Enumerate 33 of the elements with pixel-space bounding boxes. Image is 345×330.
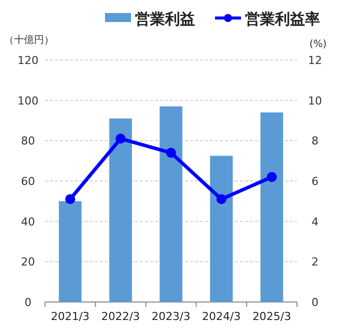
bar bbox=[109, 118, 132, 302]
y-tick-label: 20 bbox=[21, 256, 35, 269]
legend-label: 営業利益 bbox=[135, 10, 195, 28]
bar bbox=[58, 201, 82, 302]
y-axis-title: （十億円） bbox=[4, 34, 54, 46]
y2-tick-label: 0 bbox=[312, 296, 318, 309]
x-tick-label: 2022/3 bbox=[101, 310, 140, 323]
y-tick-label: 100 bbox=[18, 94, 38, 108]
y2-axis-title: (%) bbox=[309, 39, 327, 50]
y2-tick-label: 12 bbox=[308, 54, 322, 67]
point bbox=[266, 172, 277, 182]
x-tick-label: 2025/3 bbox=[252, 310, 292, 323]
bar bbox=[260, 112, 284, 302]
y2-tick-label: 6 bbox=[312, 175, 318, 188]
bar bbox=[210, 156, 233, 302]
y-tick-label: 120 bbox=[18, 54, 38, 67]
y-tick-label: 80 bbox=[21, 134, 35, 148]
y-tick-label: 40 bbox=[21, 215, 35, 228]
y2-tick-label: 2 bbox=[312, 256, 318, 269]
point bbox=[65, 194, 76, 204]
x-tick-label: 2023/3 bbox=[152, 310, 190, 323]
point bbox=[166, 148, 176, 158]
y2-tick-label: 8 bbox=[312, 134, 318, 148]
point bbox=[116, 134, 126, 144]
legend-label: 営業利益率 bbox=[245, 10, 320, 28]
y2-tick-label: 4 bbox=[312, 215, 318, 228]
y-tick-label: 60 bbox=[21, 175, 35, 188]
point bbox=[216, 194, 226, 204]
y-tick-label: 0 bbox=[24, 296, 32, 309]
y2-tick-label: 10 bbox=[308, 94, 322, 108]
x-tick-label: 2024/3 bbox=[202, 310, 241, 323]
x-tick-label: 2021/3 bbox=[50, 310, 90, 323]
bar bbox=[160, 106, 182, 302]
